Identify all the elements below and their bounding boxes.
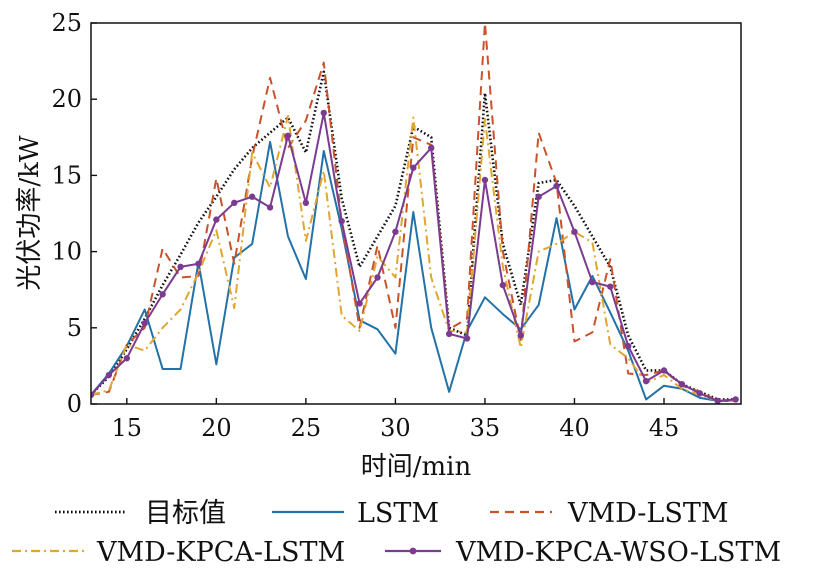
y-tick-label: 15 bbox=[51, 161, 82, 189]
legend: 目标值 LSTM VMD-LSTM VMD-KPCA-LSTM VMD-KPCA-WSO… bbox=[12, 498, 781, 568]
y-tick-label: 20 bbox=[51, 85, 82, 113]
data-point bbox=[607, 283, 614, 290]
x-tick-label: 25 bbox=[291, 414, 322, 442]
series-line-vmd-kpca-lstm-3 bbox=[91, 114, 736, 402]
plot-frame bbox=[90, 22, 742, 405]
y-tick-label: 5 bbox=[67, 314, 82, 342]
y-tick-label: 10 bbox=[51, 238, 82, 266]
y-tick-label: 25 bbox=[51, 9, 82, 37]
data-point bbox=[195, 260, 202, 267]
y-tick-label: 0 bbox=[67, 390, 82, 418]
data-point bbox=[553, 182, 560, 190]
data-point bbox=[660, 367, 668, 374]
data-point bbox=[428, 144, 435, 152]
data-point bbox=[105, 371, 113, 379]
data-point bbox=[642, 377, 650, 385]
data-point bbox=[732, 396, 739, 403]
y-axis-label: 光伏功率/kW bbox=[15, 135, 45, 291]
x-tick-label: 40 bbox=[559, 414, 590, 442]
data-point bbox=[231, 199, 238, 207]
x-tick-label: 45 bbox=[649, 414, 680, 442]
data-point bbox=[481, 176, 489, 184]
legend-label-4: VMD-KPCA-WSO-LSTM bbox=[455, 537, 781, 568]
data-point bbox=[302, 199, 310, 207]
data-point bbox=[284, 132, 292, 139]
x-tick-label: 30 bbox=[380, 414, 411, 442]
data-point bbox=[159, 291, 166, 298]
data-point bbox=[499, 281, 507, 289]
data-point bbox=[266, 204, 274, 211]
data-point bbox=[213, 216, 220, 223]
legend-label-2: VMD-LSTM bbox=[567, 498, 729, 529]
data-point bbox=[624, 342, 632, 350]
series-line-vmd-lstm-2 bbox=[91, 23, 736, 402]
x-tick-label: 35 bbox=[470, 414, 501, 442]
legend-label-1: LSTM bbox=[357, 498, 439, 529]
series-line-lstm-1 bbox=[91, 140, 736, 402]
legend-marker bbox=[409, 547, 417, 555]
data-point bbox=[517, 332, 524, 339]
data-point bbox=[463, 335, 471, 342]
data-point bbox=[123, 355, 131, 362]
data-point bbox=[696, 390, 704, 397]
data-point bbox=[535, 193, 542, 200]
data-point bbox=[374, 274, 381, 281]
data-point bbox=[248, 193, 256, 200]
data-point bbox=[589, 278, 596, 286]
data-point bbox=[320, 109, 327, 117]
data-point bbox=[91, 391, 95, 399]
data-point bbox=[410, 164, 417, 171]
data-point bbox=[714, 397, 721, 404]
data-point bbox=[141, 320, 148, 327]
legend-label-3: VMD-KPCA-LSTM bbox=[96, 537, 345, 568]
x-tick-label: 20 bbox=[201, 414, 232, 442]
data-point bbox=[177, 263, 184, 271]
x-axis-label: 时间/min bbox=[361, 452, 472, 482]
x-tick-label: 15 bbox=[112, 414, 143, 442]
data-point bbox=[356, 300, 363, 307]
legend-label-0: 目标值 bbox=[145, 498, 226, 529]
data-point bbox=[338, 217, 345, 225]
data-point bbox=[678, 380, 686, 388]
series-line-target-0 bbox=[91, 70, 736, 401]
data-point bbox=[445, 330, 453, 338]
data-point bbox=[571, 228, 578, 235]
data-point bbox=[392, 228, 399, 235]
